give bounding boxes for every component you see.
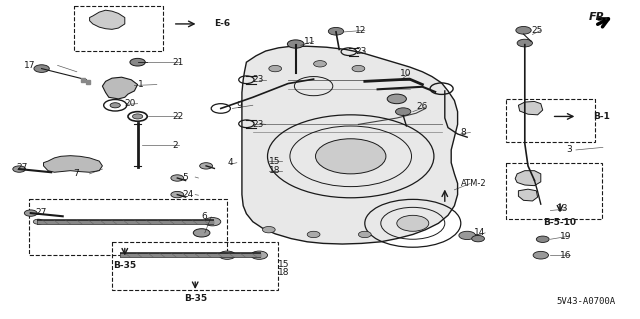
Circle shape — [110, 103, 120, 108]
Bar — [506, 99, 595, 142]
Circle shape — [193, 229, 210, 237]
Circle shape — [316, 139, 386, 174]
Polygon shape — [242, 46, 458, 244]
Text: 27: 27 — [35, 208, 47, 217]
Circle shape — [307, 231, 320, 238]
Circle shape — [536, 236, 549, 242]
Text: 1: 1 — [138, 80, 143, 89]
Circle shape — [472, 235, 484, 242]
Circle shape — [269, 65, 282, 72]
Circle shape — [171, 191, 184, 198]
Bar — [506, 163, 602, 219]
Text: 20: 20 — [125, 99, 136, 108]
Text: 15: 15 — [269, 157, 280, 166]
Text: 19: 19 — [560, 232, 572, 241]
Text: B-35: B-35 — [184, 294, 207, 303]
Circle shape — [130, 58, 145, 66]
Text: 26: 26 — [416, 102, 428, 111]
Text: 10: 10 — [400, 69, 412, 78]
Text: 3: 3 — [566, 145, 572, 154]
Circle shape — [13, 166, 26, 172]
Circle shape — [533, 251, 548, 259]
Polygon shape — [515, 171, 541, 186]
Text: 23: 23 — [253, 75, 264, 84]
Text: ATM-2: ATM-2 — [461, 179, 486, 188]
Text: 18: 18 — [278, 268, 290, 277]
Text: 14: 14 — [474, 228, 485, 237]
Text: 27: 27 — [16, 163, 28, 172]
Circle shape — [171, 175, 184, 181]
Text: 13: 13 — [557, 204, 568, 213]
Bar — [74, 6, 163, 51]
Text: 24: 24 — [182, 190, 194, 199]
Text: 23: 23 — [253, 120, 264, 129]
Circle shape — [132, 114, 143, 119]
Text: E-6: E-6 — [214, 19, 230, 28]
Circle shape — [459, 231, 476, 240]
Text: 2: 2 — [173, 141, 179, 150]
Text: 11: 11 — [304, 37, 316, 46]
Text: 4: 4 — [227, 158, 233, 167]
Circle shape — [396, 108, 411, 115]
Circle shape — [387, 94, 406, 104]
Circle shape — [33, 219, 44, 224]
Text: FR.: FR. — [589, 12, 609, 22]
Circle shape — [34, 65, 49, 72]
Text: 16: 16 — [560, 251, 572, 260]
Circle shape — [200, 163, 212, 169]
Text: 7: 7 — [74, 169, 79, 178]
Text: 9: 9 — [237, 101, 243, 110]
Circle shape — [204, 218, 221, 226]
Circle shape — [219, 251, 236, 259]
Circle shape — [516, 26, 531, 34]
Circle shape — [517, 39, 532, 47]
Text: 5: 5 — [182, 173, 188, 182]
Text: 15: 15 — [278, 260, 290, 269]
Bar — [29, 199, 227, 255]
Polygon shape — [518, 101, 543, 115]
Circle shape — [397, 215, 429, 231]
Text: 22: 22 — [173, 112, 184, 121]
Text: B-5-10: B-5-10 — [543, 218, 577, 227]
Text: 6: 6 — [202, 212, 207, 221]
Text: B-35: B-35 — [113, 261, 136, 270]
Circle shape — [358, 231, 371, 238]
Text: 5V43-A0700A: 5V43-A0700A — [557, 297, 616, 306]
Text: 18: 18 — [269, 166, 280, 175]
Circle shape — [352, 65, 365, 72]
Text: 8: 8 — [461, 128, 467, 137]
Polygon shape — [518, 189, 538, 201]
Circle shape — [262, 226, 275, 233]
Polygon shape — [44, 156, 102, 172]
Text: 17: 17 — [24, 61, 35, 70]
Circle shape — [24, 210, 37, 216]
Polygon shape — [102, 77, 138, 99]
Circle shape — [287, 40, 304, 48]
Bar — [112, 242, 278, 290]
Text: 25: 25 — [531, 26, 543, 35]
Circle shape — [328, 27, 344, 35]
Polygon shape — [90, 10, 125, 29]
Text: 23: 23 — [355, 47, 367, 56]
Circle shape — [251, 251, 268, 259]
Text: B-1: B-1 — [593, 112, 610, 121]
Text: 12: 12 — [355, 26, 367, 35]
Circle shape — [314, 61, 326, 67]
Text: 21: 21 — [173, 58, 184, 67]
